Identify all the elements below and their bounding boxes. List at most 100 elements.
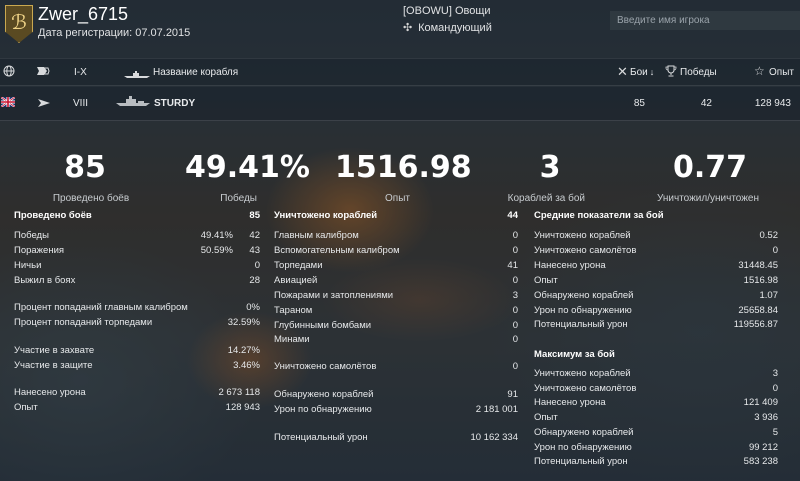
stat-label: Процент попаданий торпедами xyxy=(14,317,153,328)
stat-row: Уничтожено самолётов 0 xyxy=(274,361,518,375)
stat-row: Потенциальный урон 583 238 xyxy=(534,456,778,470)
clan-role-label: Командующий xyxy=(418,22,492,34)
ship-tier: VIII xyxy=(73,98,89,109)
stat-value: 0 xyxy=(512,275,518,286)
stat-label: Нанесено урона xyxy=(14,387,86,398)
stat-label: Урон по обнаружению xyxy=(534,305,632,316)
clan-role: ✣ Командующий xyxy=(403,21,492,34)
stat-row: Торпедами 41 xyxy=(274,260,518,274)
stat-label: Обнаружено кораблей xyxy=(534,290,634,301)
stat-value: 3 xyxy=(512,290,518,301)
max-header-label: Максимум за бой xyxy=(534,349,615,360)
tier-filter[interactable]: I-X xyxy=(74,67,87,78)
stat-row: Участие в захвате 14.27% xyxy=(14,345,260,359)
stat-row: Урон по обнаружению 25658.84 xyxy=(534,305,778,319)
stat-row: Поражения 50.59% 43 xyxy=(14,245,260,259)
globe-icon[interactable] xyxy=(3,65,15,80)
stat-row: Участие в защите 3.46% xyxy=(14,360,260,374)
stat-row: Выжил в боях 28 xyxy=(14,275,260,289)
stat-label: Участие в захвате xyxy=(14,345,95,356)
xp-sort[interactable]: Опыт xyxy=(769,67,794,78)
big-stat-xp: 1516.98 xyxy=(335,150,472,185)
stat-row: Обнаружено кораблей 5 xyxy=(534,427,778,441)
ship-xp: 128 943 xyxy=(754,98,791,109)
stat-row: Уничтожено кораблей 3 xyxy=(534,368,778,382)
stat-label: Уничтожено самолётов xyxy=(534,245,637,256)
ship-row[interactable]: VIII STURDY 85 42 128 943 xyxy=(0,87,800,121)
stat-row: Потенциальный урон 10 162 334 xyxy=(274,432,518,446)
averages-header: Средние показатели за бой xyxy=(534,210,778,224)
stat-row: Победы 49.41% 42 xyxy=(14,230,260,244)
stat-value: 0 xyxy=(512,334,518,345)
stat-value: 121 409 xyxy=(743,397,778,408)
ship-name-sort[interactable]: Название корабля xyxy=(153,67,239,78)
stat-label: Уничтожено кораблей xyxy=(534,230,631,241)
stat-row: Главным калибром 0 xyxy=(274,230,518,244)
big-stat-battles-label: Проведено боёв xyxy=(52,193,130,204)
destroyed-header-label: Уничтожено кораблей xyxy=(274,210,378,221)
destroyer-icon xyxy=(38,99,50,110)
big-stat-ships-per-battle: 3 xyxy=(539,150,561,185)
stat-row: Минами 0 xyxy=(274,334,518,348)
stat-value: 2 181 001 xyxy=(475,404,518,415)
destroyed-header-value: 44 xyxy=(507,210,518,221)
stat-label: Ничьи xyxy=(14,260,42,271)
stat-label: Поражения xyxy=(14,245,65,256)
stat-row: Урон по обнаружению 99 212 xyxy=(534,442,778,456)
player-name: Zwer_6715 xyxy=(38,4,129,24)
stat-label: Урон по обнаружению xyxy=(534,442,632,453)
stat-label: Пожарами и затоплениями xyxy=(274,290,394,301)
trophy-icon xyxy=(665,65,677,80)
ship-name: STURDY xyxy=(154,98,196,109)
stat-value: 0 xyxy=(512,320,518,331)
stat-value: 0 xyxy=(512,361,518,372)
ship-wins: 42 xyxy=(700,98,712,109)
stat-row: Процент попаданий торпедами 32.59% xyxy=(14,317,260,331)
stat-label: Опыт xyxy=(534,275,558,286)
stat-value: 119556.87 xyxy=(733,319,778,330)
stat-row: Опыт 1516.98 xyxy=(534,275,778,289)
battles-header-value: 85 xyxy=(249,210,260,221)
stat-label: Обнаружено кораблей xyxy=(534,427,634,438)
stat-row: Глубинными бомбами 0 xyxy=(274,320,518,334)
stat-label: Нанесено урона xyxy=(534,397,606,408)
stat-value: 25658.84 xyxy=(738,305,778,316)
stat-row: Уничтожено кораблей 0.52 xyxy=(534,230,778,244)
stat-value: 28 xyxy=(249,275,260,286)
big-stat-xp-label: Опыт xyxy=(385,193,410,204)
stat-value: 2 673 118 xyxy=(218,387,260,398)
big-stat-winrate: 49.41% xyxy=(185,150,310,185)
stat-label: Тараном xyxy=(274,305,313,316)
stat-row: Опыт 128 943 xyxy=(14,402,260,416)
stat-value: 1516.98 xyxy=(743,275,778,286)
player-search-input[interactable] xyxy=(610,11,800,30)
stat-value: 14.27% xyxy=(227,345,260,356)
stat-row: Вспомогательным калибром 0 xyxy=(274,245,518,259)
clan-link[interactable]: [OBOWU] Овощи xyxy=(403,5,491,17)
stat-label: Авиацией xyxy=(274,275,318,286)
close-icon[interactable]: ✕ xyxy=(617,64,628,79)
stat-label: Нанесено урона xyxy=(534,260,606,271)
battles-sort[interactable]: Бои ↓ xyxy=(630,67,654,78)
stat-row: Нанесено урона 31448.45 xyxy=(534,260,778,274)
stat-value: 31448.45 xyxy=(738,260,778,271)
registration-label: Дата регистрации: xyxy=(38,27,133,39)
stat-row: Ничьи 0 xyxy=(14,260,260,274)
destroyed-header: Уничтожено кораблей 44 xyxy=(274,210,518,224)
clan-emblem-icon: ℬ xyxy=(5,5,33,43)
stat-percent: 49.41% xyxy=(200,230,233,241)
stat-label: Потенциальный урон xyxy=(534,319,628,330)
big-stat-ships-per-battle-label: Кораблей за бой xyxy=(507,193,585,204)
stat-label: Опыт xyxy=(14,402,38,413)
stat-value: 91 xyxy=(507,389,518,400)
wins-sort[interactable]: Победы xyxy=(680,67,717,78)
stat-row: Процент попаданий главным калибром 0% xyxy=(14,302,260,316)
stat-value: 0% xyxy=(246,302,260,313)
stat-value: 0 xyxy=(772,383,778,394)
ship-class-icon[interactable] xyxy=(36,65,50,80)
stat-label: Выжил в боях xyxy=(14,275,76,286)
stat-row: Опыт 3 936 xyxy=(534,412,778,426)
ship-silhouette-icon xyxy=(124,68,150,82)
stat-value: 0 xyxy=(512,245,518,256)
stat-value: 1.07 xyxy=(759,290,779,301)
